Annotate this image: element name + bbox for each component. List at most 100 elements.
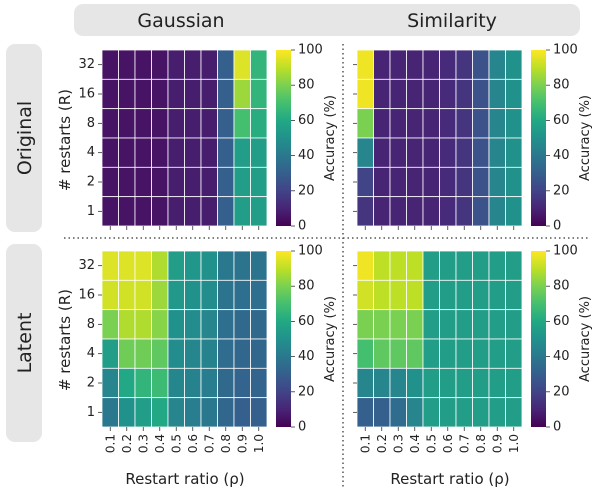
- x-tick-label: 0.7: [202, 434, 216, 453]
- heatmap-cell: [151, 367, 169, 399]
- y-tick-label: 32: [78, 57, 95, 72]
- heatmap-cell: [389, 367, 407, 399]
- heatmap-cell: [422, 137, 440, 168]
- heatmap-cell: [118, 279, 136, 311]
- heatmap-cell: [472, 108, 490, 139]
- heatmap-cell: [505, 108, 523, 139]
- heatmap-cell: [488, 137, 506, 168]
- heatmap-cell: [250, 397, 268, 428]
- heatmap-cell: [151, 137, 169, 168]
- heatmap-cell: [505, 279, 523, 311]
- heatmap-cell: [406, 196, 424, 227]
- column-title-similarity: Similarity: [407, 10, 497, 32]
- heatmap-cell: [233, 309, 251, 340]
- colorbar: [531, 50, 546, 226]
- heatmap-cell: [101, 250, 119, 281]
- heatmap-cell: [439, 367, 457, 399]
- row-title-original: Original: [14, 101, 36, 175]
- heatmap-cell: [389, 309, 407, 340]
- colorbar-tick-label: 60: [553, 113, 570, 128]
- heatmap-cell: [184, 49, 202, 80]
- heatmap-cell: [488, 196, 506, 227]
- colorbar-tick-label: 80: [553, 78, 570, 93]
- colorbar-tick-label: 100: [298, 43, 323, 58]
- colorbar-label: Accuracy (%): [323, 296, 338, 382]
- heatmap-cell: [505, 166, 523, 198]
- heatmap-cell: [200, 250, 218, 281]
- heatmap-cell: [505, 309, 523, 340]
- heatmap-cell: [488, 250, 506, 281]
- heatmap-cell: [439, 137, 457, 168]
- heatmap-cell: [200, 166, 218, 198]
- heatmap-cell: [488, 367, 506, 399]
- heatmap-cell: [472, 166, 490, 198]
- heatmap-panel-original-similarity: 0 20 40 60 80 100 Accuracy (%): [353, 43, 593, 234]
- column-header-bar: [74, 4, 580, 36]
- x-tick-label: 0.2: [375, 434, 389, 453]
- heatmap-cell: [406, 49, 424, 80]
- x-tick-label: 0.3: [391, 434, 405, 453]
- colorbar-tick-label: 60: [298, 314, 315, 329]
- row-header-bar-original: [6, 44, 42, 232]
- heatmap-cell: [455, 309, 473, 340]
- colorbar-tick-label: 80: [298, 78, 315, 93]
- colorbar-tick-label: 40: [298, 349, 315, 364]
- heatmap-cell: [200, 279, 218, 311]
- x-tick-label: 1.0: [507, 434, 521, 453]
- x-tick-label: 0.1: [358, 434, 372, 453]
- heatmap-cell: [472, 78, 490, 110]
- heatmap-cell: [101, 397, 119, 428]
- heatmap-cell: [406, 397, 424, 428]
- heatmap-cell: [406, 279, 424, 311]
- heatmap-cell: [472, 338, 490, 369]
- heatmap-cell: [505, 78, 523, 110]
- heatmap-cell: [250, 49, 268, 80]
- heatmap-cell: [488, 309, 506, 340]
- x-tick-label: 0.3: [136, 434, 150, 453]
- x-tick-label: 0.4: [408, 434, 422, 453]
- y-tick-label: 32: [78, 258, 95, 273]
- heatmap-cell: [455, 78, 473, 110]
- heatmap-cell: [389, 279, 407, 311]
- heatmap-cell: [167, 397, 185, 428]
- heatmap-cell: [373, 78, 391, 110]
- heatmap-cell: [356, 137, 374, 168]
- heatmap-cell: [488, 279, 506, 311]
- heatmap-cell: [167, 196, 185, 227]
- x-tick-label: 0.5: [424, 434, 438, 453]
- heatmap-cell: [472, 279, 490, 311]
- heatmap-cell: [167, 166, 185, 198]
- heatmap-cell: [356, 49, 374, 80]
- heatmap-cell: [101, 279, 119, 311]
- heatmap-cell: [439, 338, 457, 369]
- heatmap-cell: [250, 108, 268, 139]
- heatmap-cell: [118, 196, 136, 227]
- heatmap-cell: [488, 338, 506, 369]
- heatmap-cell: [200, 309, 218, 340]
- heatmap-cell: [134, 196, 152, 227]
- heatmap-cell: [233, 338, 251, 369]
- heatmap-cell: [505, 397, 523, 428]
- heatmap-cell: [439, 108, 457, 139]
- heatmap-cell: [151, 78, 169, 110]
- heatmap-cell: [233, 78, 251, 110]
- heatmap-cell: [151, 338, 169, 369]
- heatmap-cell: [101, 108, 119, 139]
- colorbar-tick-label: 40: [553, 349, 570, 364]
- heatmap-cell: [488, 108, 506, 139]
- y-tick-label: 4: [87, 346, 95, 361]
- heatmap-cell: [472, 49, 490, 80]
- heatmap-cell: [422, 49, 440, 80]
- heatmap-cell: [505, 250, 523, 281]
- heatmap-cell: [250, 196, 268, 227]
- heatmap-cell: [118, 108, 136, 139]
- y-tick-label: 16: [78, 288, 95, 303]
- heatmap-cell: [217, 166, 235, 198]
- heatmap-cell: [389, 137, 407, 168]
- heatmap-panel-latent-gaussian: 0.1 0.2 0.3 0.4 0.5 0.6 0.7 0.8 0.9 1.0 32 16 8 4 2 1 0 2…: [78, 244, 338, 454]
- heatmap-cell: [217, 196, 235, 227]
- heatmap-cell: [422, 78, 440, 110]
- heatmap-cell: [472, 367, 490, 399]
- heatmap-cell: [373, 397, 391, 428]
